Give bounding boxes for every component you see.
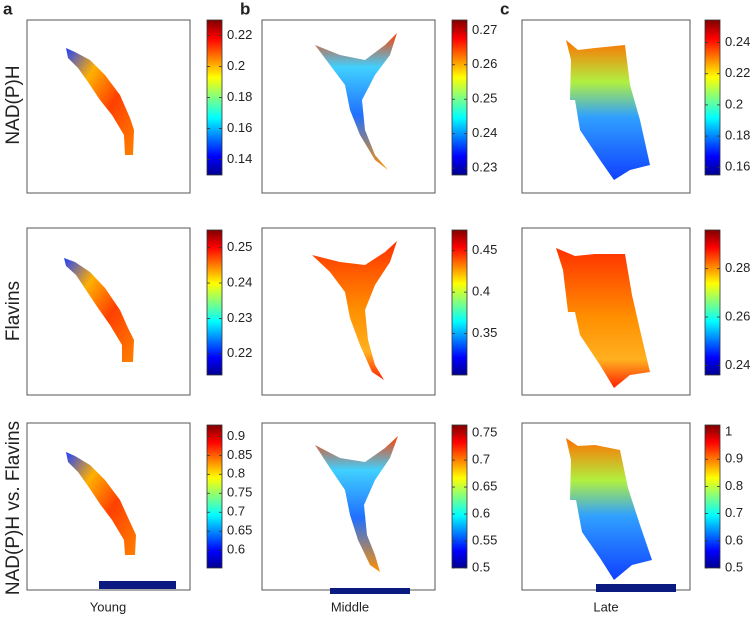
panel-letter: a xyxy=(3,0,13,18)
colorbar-tick-label: 0.65 xyxy=(227,523,252,538)
column-label: Middle xyxy=(331,599,369,614)
colorbar-tick-label: 0.16 xyxy=(725,159,750,174)
column-label: Young xyxy=(90,599,126,614)
colorbar xyxy=(206,229,223,376)
colorbar-tick-label: 0.75 xyxy=(227,485,252,500)
colorbar-tick-label: 0.24 xyxy=(472,125,497,140)
cell-image xyxy=(66,452,136,555)
colorbar-tick-label: 0.5 xyxy=(725,559,743,574)
colorbar-tick-label: 0.24 xyxy=(725,34,750,49)
colorbar-tick-label: 0.22 xyxy=(227,27,252,42)
colorbar-tick-label: 0.55 xyxy=(472,532,497,547)
colorbar-tick-label: 0.27 xyxy=(472,22,497,37)
cell-image xyxy=(315,436,398,572)
cell-image xyxy=(66,48,134,155)
colorbar-tick-label: 0.26 xyxy=(472,56,497,71)
panel-letter: c xyxy=(500,0,509,18)
colorbar-tick-label: 0.2 xyxy=(227,58,245,73)
colorbar-tick-label: 0.25 xyxy=(227,239,252,254)
colorbar-tick-label: 0.85 xyxy=(227,447,252,462)
colorbar-tick-label: 0.25 xyxy=(472,91,497,106)
row-label: NAD(P)H vs. Flavins xyxy=(3,421,24,595)
colorbar-tick-label: 0.22 xyxy=(227,345,252,360)
cell-image xyxy=(315,33,397,170)
colorbar-tick-label: 0.4 xyxy=(472,284,490,299)
colorbar-tick-label: 0.7 xyxy=(725,505,743,520)
colorbar-tick-label: 0.8 xyxy=(725,478,743,493)
colorbar-tick-label: 0.7 xyxy=(472,452,490,467)
colorbar-tick-label: 0.24 xyxy=(725,357,750,372)
colorbar-tick-label: 0.18 xyxy=(725,127,750,142)
colorbar xyxy=(451,229,468,376)
scale-bars xyxy=(99,581,676,594)
colorbar-tick-label: 0.2 xyxy=(725,96,743,111)
colorbar xyxy=(206,424,223,569)
colorbar-tick-label: 0.35 xyxy=(472,325,497,340)
cell-image xyxy=(64,258,134,362)
colorbar-tick-label: 0.16 xyxy=(227,120,252,135)
cell-image xyxy=(566,40,650,180)
colorbar xyxy=(704,19,721,176)
colorbar xyxy=(451,19,468,176)
colorbar xyxy=(451,424,468,569)
colorbar xyxy=(704,229,721,376)
panel-letter: b xyxy=(240,0,250,18)
colorbar-tick-label: 0.23 xyxy=(472,160,497,175)
cell-image xyxy=(312,241,397,380)
panel-frame xyxy=(261,227,436,396)
colorbar-tick-label: 0.23 xyxy=(227,310,252,325)
colorbar-tick-label: 0.7 xyxy=(227,504,245,519)
scale-bar xyxy=(99,581,176,589)
colorbar-tick-label: 0.28 xyxy=(725,260,750,275)
cell-image xyxy=(556,248,650,388)
colorbar-tick-label: 0.6 xyxy=(472,505,490,520)
column-label: Late xyxy=(593,599,618,614)
colorbar-tick-label: 1 xyxy=(725,424,732,439)
colorbar-tick-label: 0.18 xyxy=(227,89,252,104)
colorbar-tick-label: 0.22 xyxy=(725,65,750,80)
row-label: Flavins xyxy=(3,281,24,341)
colorbar-tick-label: 0.14 xyxy=(227,151,252,166)
row-label: NAD(P)H xyxy=(3,65,24,144)
cells xyxy=(64,33,652,580)
colorbar-tick-label: 0.65 xyxy=(472,478,497,493)
colorbar-tick-label: 0.24 xyxy=(227,274,252,289)
colorbar-tick-label: 0.45 xyxy=(472,242,497,257)
panel-frame xyxy=(261,19,436,194)
colorbar xyxy=(704,424,721,569)
colorbar-tick-label: 0.9 xyxy=(725,451,743,466)
colorbar-tick-label: 0.8 xyxy=(227,466,245,481)
colorbar-tick-label: 0.75 xyxy=(472,425,497,440)
scale-bar xyxy=(330,588,410,594)
colorbar-tick-label: 0.26 xyxy=(725,308,750,323)
colorbar-tick-label: 0.9 xyxy=(227,428,245,443)
colorbar-tick-label: 0.5 xyxy=(472,559,490,574)
colorbar-tick-label: 0.6 xyxy=(227,542,245,557)
colorbar-tick-label: 0.6 xyxy=(725,532,743,547)
cell-image xyxy=(566,438,652,580)
scale-bar xyxy=(596,584,676,592)
